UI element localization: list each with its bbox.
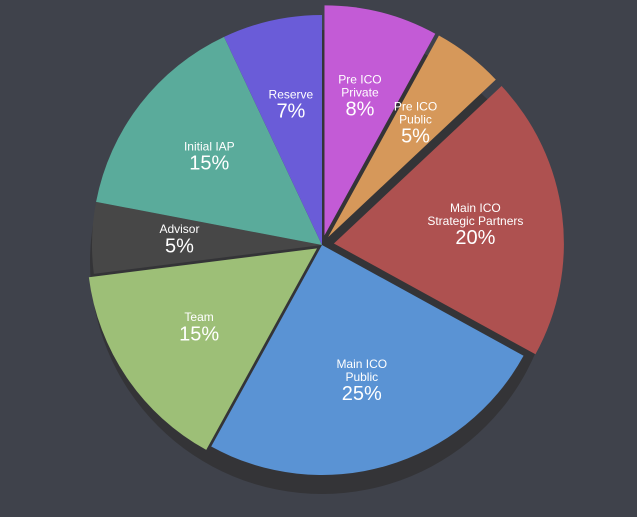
slice-label: Private: [341, 85, 379, 99]
slice-label: Pre ICO: [338, 72, 381, 86]
slice-value-label: 8%: [345, 98, 374, 120]
slice-value-label: 20%: [455, 227, 495, 249]
pie-slice: [333, 86, 564, 355]
slice-value-label: 5%: [401, 126, 430, 148]
pie-slice: [96, 36, 322, 246]
slice-label: Public: [399, 113, 432, 127]
slice-value-label: 7%: [276, 101, 305, 123]
slice-value-label: 15%: [189, 152, 229, 174]
pie-slice: [91, 201, 322, 274]
slice-label: Main ICO: [450, 201, 501, 215]
slice-label: Pre ICO: [394, 100, 437, 114]
pie-slice: [224, 14, 322, 245]
slice-label: Advisor: [159, 222, 199, 236]
slice-value-label: 5%: [165, 235, 194, 257]
slice-label: Team: [184, 310, 213, 324]
slice-label: Public: [345, 370, 378, 384]
slice-label: Reserve: [269, 88, 314, 102]
slice-label: Initial IAP: [184, 139, 235, 153]
slice-value-label: 15%: [179, 323, 219, 345]
slice-label: Strategic Partners: [427, 214, 523, 228]
slice-value-label: 25%: [342, 383, 382, 405]
pie-slice: [324, 5, 436, 236]
pie-slice: [88, 248, 318, 450]
slice-label: Main ICO: [336, 357, 387, 371]
pie-slice: [328, 35, 496, 238]
pie-slice: [211, 245, 524, 475]
